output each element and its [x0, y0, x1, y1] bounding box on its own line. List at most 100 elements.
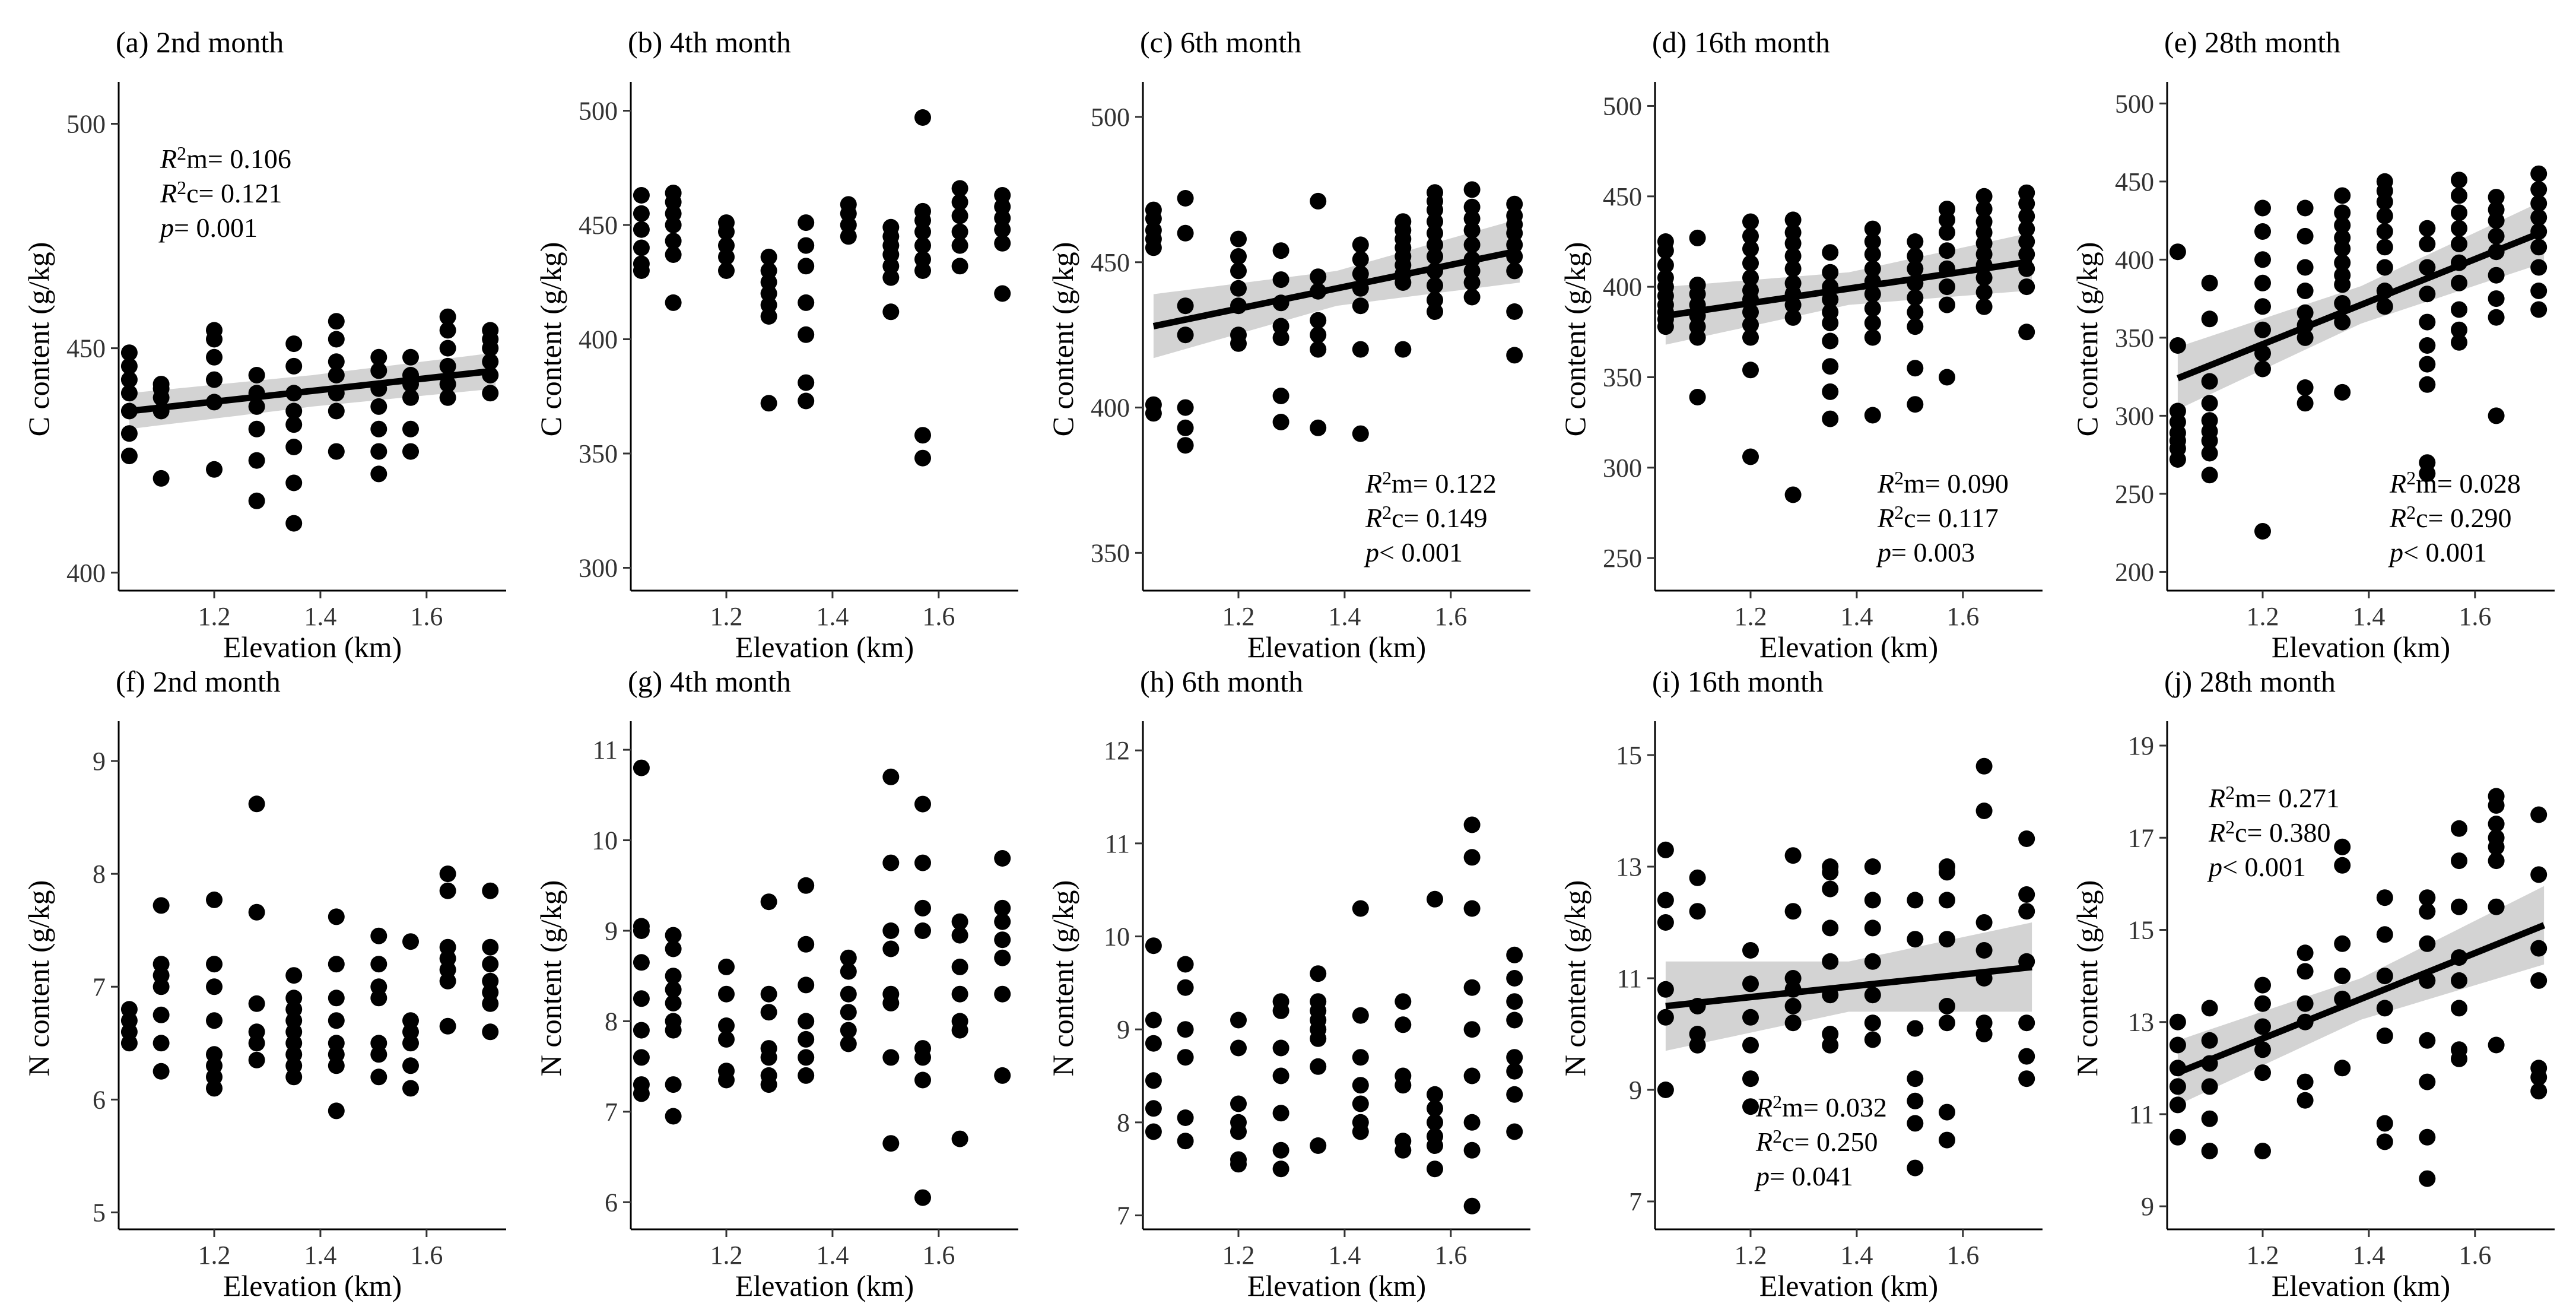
data-point [2201, 373, 2218, 390]
data-point [633, 990, 650, 1007]
data-point [1657, 256, 1674, 274]
data-point [1907, 318, 1924, 335]
data-point [439, 1017, 456, 1035]
data-point [2201, 467, 2218, 484]
data-point [439, 882, 456, 899]
x-tick-label: 1.2 [1735, 1241, 1767, 1270]
data-point [1395, 213, 1412, 230]
data-point [328, 331, 345, 348]
data-point [1427, 184, 1443, 201]
data-point [1939, 201, 1955, 218]
data-point [2297, 1092, 2314, 1109]
data-point [1975, 188, 1993, 205]
data-point [914, 1071, 931, 1089]
data-point [1230, 1114, 1247, 1131]
y-tick-label: 8 [605, 1007, 618, 1036]
y-axis-label: N content (g/kg) [2070, 880, 2104, 1076]
data-point [1463, 1197, 1481, 1214]
data-point [1657, 841, 1674, 858]
data-point [2169, 1078, 2186, 1095]
data-point [1975, 803, 1993, 819]
data-point [153, 956, 170, 973]
stat-r2m: R2m= 0.271 [2208, 782, 2340, 813]
data-point [1742, 1009, 1759, 1026]
data-point [718, 958, 735, 975]
y-tick-label: 450 [66, 334, 106, 363]
data-point [633, 918, 650, 935]
data-point [1939, 892, 1955, 909]
data-point [798, 294, 815, 311]
data-point [1907, 248, 1924, 265]
data-point [2488, 189, 2505, 206]
data-point [439, 308, 456, 325]
data-point [2376, 259, 2393, 276]
y-tick-label: 300 [579, 554, 618, 583]
data-point [1864, 987, 1881, 1004]
stat-p: p= 0.041 [1754, 1161, 1853, 1191]
data-point [914, 250, 931, 268]
data-point [1177, 1109, 1194, 1126]
data-point [840, 963, 857, 980]
data-point [1506, 1063, 1523, 1080]
data-point [633, 1076, 650, 1093]
data-point [285, 474, 303, 491]
data-point [718, 214, 735, 232]
data-point [1506, 970, 1523, 987]
data-point [2530, 301, 2548, 318]
data-point [1939, 998, 1955, 1014]
data-point [760, 296, 777, 313]
data-point [718, 985, 735, 1003]
data-point [1272, 414, 1289, 430]
data-point [328, 443, 345, 460]
data-point [1177, 437, 1194, 454]
data-point [2376, 223, 2393, 240]
data-point [1784, 275, 1802, 292]
data-point [798, 1013, 815, 1030]
data-point [665, 185, 682, 202]
data-point [2254, 1018, 2271, 1035]
data-point [2254, 523, 2271, 540]
data-point [2018, 1070, 2035, 1087]
x-tick-label: 1.4 [1328, 602, 1361, 631]
x-tick-label: 1.2 [1222, 602, 1255, 631]
data-point [1822, 383, 1839, 400]
x-tick-label: 1.2 [710, 602, 743, 631]
data-point [1907, 1115, 1924, 1132]
data-point [1822, 858, 1839, 875]
stat-r2c: R2c= 0.380 [2208, 816, 2330, 848]
data-point [1939, 1014, 1955, 1032]
data-point [1352, 900, 1369, 917]
data-point [951, 913, 968, 930]
data-point [2488, 816, 2505, 832]
data-point [2334, 857, 2351, 874]
data-point [994, 931, 1011, 949]
data-point [439, 322, 456, 339]
data-point [633, 1049, 650, 1066]
x-tick-label: 1.4 [2352, 602, 2385, 631]
x-tick-label: 1.2 [1222, 1241, 1255, 1270]
data-point [1784, 998, 1802, 1014]
data-point [2376, 1133, 2393, 1150]
data-point [1784, 309, 1802, 326]
data-point [1177, 190, 1194, 207]
x-tick-label: 1.6 [1434, 602, 1467, 631]
stat-r2m: R2m= 0.028 [2389, 467, 2521, 499]
y-tick-label: 250 [1603, 544, 1642, 573]
data-point [1352, 1007, 1369, 1024]
data-point [1272, 388, 1289, 404]
data-point [1864, 260, 1881, 277]
data-point [248, 903, 265, 921]
data-point [1784, 486, 1802, 503]
data-point [760, 285, 777, 302]
data-point [2334, 267, 2351, 284]
data-point [1784, 211, 1802, 229]
stat-r2m: R2m= 0.106 [160, 142, 291, 174]
data-point [718, 1063, 735, 1080]
data-point [2451, 321, 2467, 338]
data-point [370, 956, 387, 973]
data-point [2451, 172, 2467, 189]
data-point [1427, 291, 1443, 309]
data-point [2018, 886, 2035, 903]
data-point [914, 854, 931, 871]
data-point [760, 1040, 777, 1057]
